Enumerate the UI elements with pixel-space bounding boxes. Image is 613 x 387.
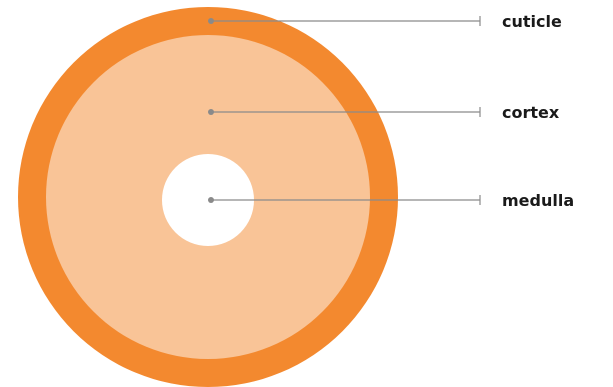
medulla-label: medulla (502, 191, 574, 210)
leader-medulla (208, 195, 481, 205)
cortex-label: cortex (502, 103, 560, 122)
leader-cortex (208, 107, 481, 117)
leader-cuticle (208, 16, 481, 26)
cuticle-label: cuticle (502, 12, 562, 31)
